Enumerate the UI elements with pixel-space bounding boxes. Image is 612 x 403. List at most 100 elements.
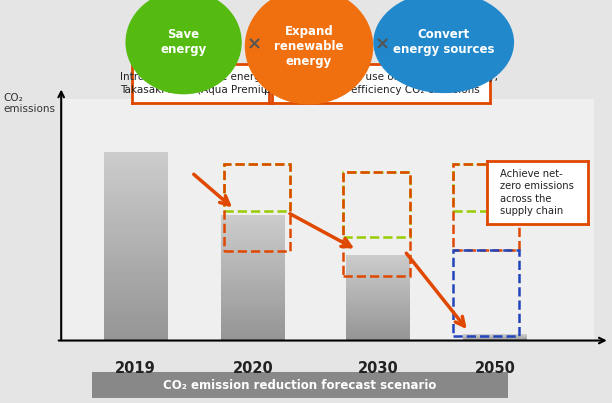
Bar (221, 280, 285, 282)
Bar (346, 285, 410, 286)
Bar (221, 320, 285, 322)
Bar (346, 303, 410, 305)
Bar (221, 219, 285, 221)
Bar (104, 212, 168, 215)
Bar (346, 276, 410, 278)
Bar (346, 323, 410, 325)
Bar (104, 312, 168, 316)
Bar (346, 275, 410, 276)
Bar (221, 339, 285, 341)
Bar (346, 312, 410, 314)
Bar (104, 206, 168, 208)
Bar (221, 238, 285, 240)
Bar (346, 286, 410, 288)
Bar (104, 196, 168, 199)
Bar (104, 193, 168, 196)
Bar (221, 236, 285, 238)
Bar (104, 243, 168, 246)
Bar (346, 280, 410, 282)
Text: 2030: 2030 (357, 361, 398, 376)
Bar (452, 250, 519, 336)
Text: Expand
renewable
energy: Expand renewable energy (274, 25, 344, 68)
Bar (104, 328, 168, 331)
Bar (104, 234, 168, 237)
Bar (104, 208, 168, 212)
Bar (104, 287, 168, 290)
Bar (104, 187, 168, 190)
Bar (346, 278, 410, 279)
Bar (343, 172, 410, 237)
Bar (346, 282, 410, 283)
Bar (104, 164, 168, 168)
Bar (104, 284, 168, 287)
Bar (346, 332, 410, 333)
Bar (221, 217, 285, 219)
Bar (104, 158, 168, 161)
Bar (221, 311, 285, 313)
Bar (104, 183, 168, 187)
Bar (104, 161, 168, 164)
Bar (104, 155, 168, 158)
Bar (221, 324, 285, 326)
Bar (221, 250, 285, 253)
Bar (104, 293, 168, 297)
Bar (104, 224, 168, 227)
Bar (346, 266, 410, 268)
Bar (104, 281, 168, 284)
Bar (221, 248, 285, 250)
Text: Achieve net-
zero emissions
across the
supply chain: Achieve net- zero emissions across the s… (500, 169, 574, 216)
Text: Introduce / expand use of renewable energy,
promote energy efficiency CO₂ emissi: Introduce / expand use of renewable ener… (264, 73, 498, 95)
Bar (346, 328, 410, 329)
Bar (346, 305, 410, 306)
Bar (346, 306, 410, 307)
Bar (346, 309, 410, 310)
Bar (221, 299, 285, 301)
Bar (104, 177, 168, 180)
Bar (346, 259, 410, 260)
Bar (346, 322, 410, 323)
Bar (221, 295, 285, 297)
Bar (346, 293, 410, 295)
Bar (104, 268, 168, 271)
Ellipse shape (125, 0, 242, 94)
Bar (346, 297, 410, 299)
Bar (221, 215, 285, 217)
Bar (346, 270, 410, 272)
Bar (221, 271, 285, 274)
Bar (104, 227, 168, 231)
Bar (104, 337, 168, 341)
Bar (221, 301, 285, 303)
Bar (221, 274, 285, 276)
Bar (346, 256, 410, 258)
Bar (221, 278, 285, 280)
Bar (346, 273, 410, 275)
Bar (346, 283, 410, 285)
Bar (221, 229, 285, 232)
Bar (104, 246, 168, 249)
Bar (346, 262, 410, 263)
Ellipse shape (373, 0, 514, 93)
Bar (221, 276, 285, 278)
Bar (221, 292, 285, 295)
Bar (452, 164, 519, 211)
Bar (346, 296, 410, 297)
Bar (221, 316, 285, 318)
Text: Convert
energy sources: Convert energy sources (393, 28, 494, 56)
Bar (221, 305, 285, 307)
Bar (221, 309, 285, 311)
Bar (104, 180, 168, 183)
Bar (104, 297, 168, 300)
Bar (223, 164, 290, 251)
Bar (221, 337, 285, 339)
Bar (346, 338, 410, 339)
Bar (104, 152, 168, 155)
Bar (346, 318, 410, 319)
Bar (104, 215, 168, 218)
Bar (104, 325, 168, 328)
Bar (221, 288, 285, 290)
Bar (346, 320, 410, 322)
Bar (346, 335, 410, 336)
Bar (346, 336, 410, 338)
Bar (221, 334, 285, 337)
Bar (104, 274, 168, 278)
